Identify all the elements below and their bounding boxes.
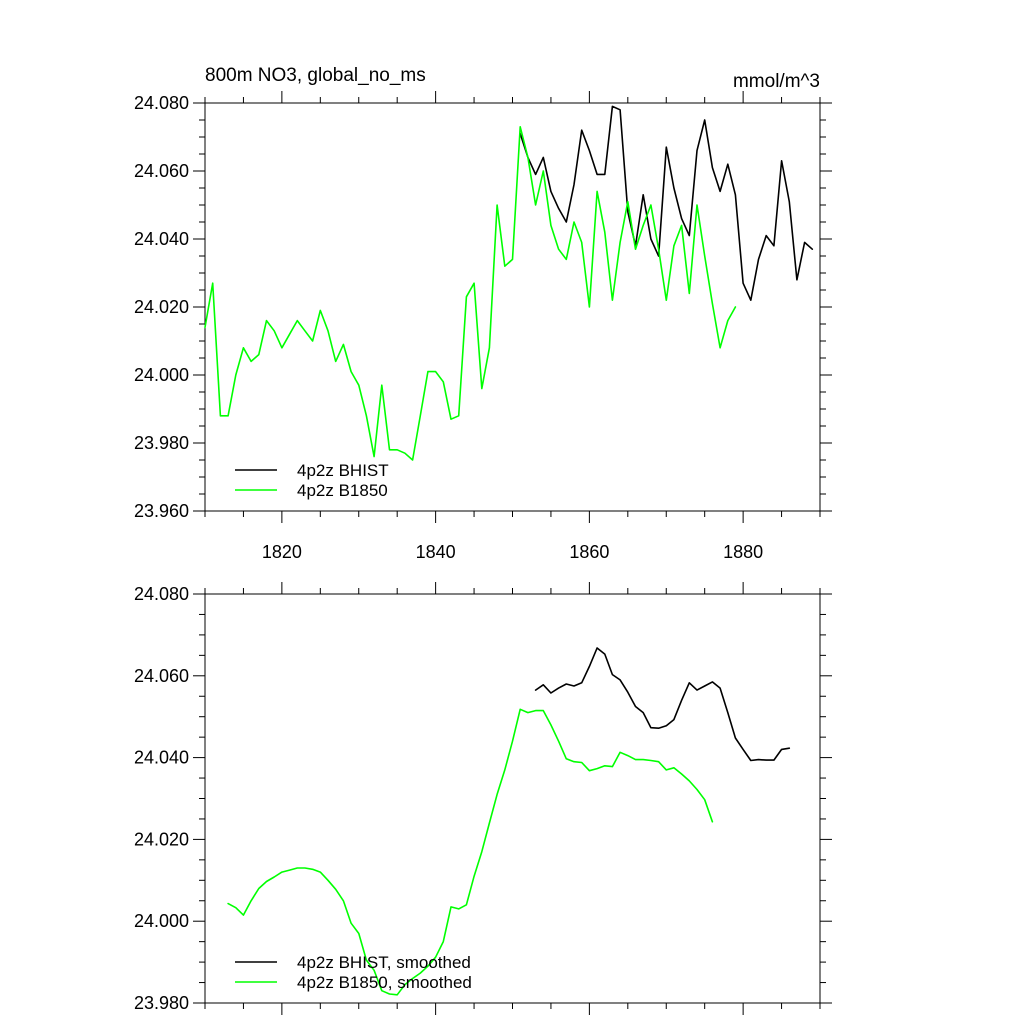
y-tick-label: 24.040 (134, 229, 189, 249)
legend-label: 4p2z BHIST (297, 461, 389, 480)
legend-label: 4p2z B1850, smoothed (297, 973, 472, 992)
series-line-b1850 (227, 708, 714, 996)
y-tick-label: 24.000 (134, 911, 189, 931)
y-tick-label: 24.020 (134, 297, 189, 317)
y-tick-label: 24.080 (134, 93, 189, 113)
x-tick-label: 1880 (723, 542, 763, 562)
chart-title: 800m NO3, global_no_ms (205, 65, 426, 86)
y-tick-label: 24.020 (134, 829, 189, 849)
series-line-bhist (534, 647, 791, 762)
legend-label: 4p2z B1850 (297, 481, 388, 500)
y-tick-label: 23.980 (134, 993, 189, 1013)
y-tick-label: 24.040 (134, 748, 189, 768)
y-tick-label: 23.980 (134, 433, 189, 453)
plot-frame (204, 593, 821, 1004)
x-tick-label: 1840 (416, 542, 456, 562)
y-tick-label: 24.000 (134, 365, 189, 385)
y-tick-label: 23.960 (134, 501, 189, 521)
y-tick-label: 24.080 (134, 584, 189, 604)
series-line-bhist (519, 105, 814, 302)
bottom-panel: 23.980 24.000 24.020 24.040 24.060 24.080 4p2z… (134, 582, 832, 1015)
legend-label: 4p2z BHIST, smoothed (297, 953, 471, 972)
x-tick-label: 1860 (569, 542, 609, 562)
units-label: mmol/m^3 (733, 71, 820, 92)
top-panel: 23.960 23.980 24.000 24.020 24.040 24.060 24.0… (134, 65, 832, 562)
y-tick-label: 24.060 (134, 161, 189, 181)
series-line-b1850 (204, 126, 737, 461)
y-tick-label: 24.060 (134, 666, 189, 686)
x-tick-label: 1820 (262, 542, 302, 562)
